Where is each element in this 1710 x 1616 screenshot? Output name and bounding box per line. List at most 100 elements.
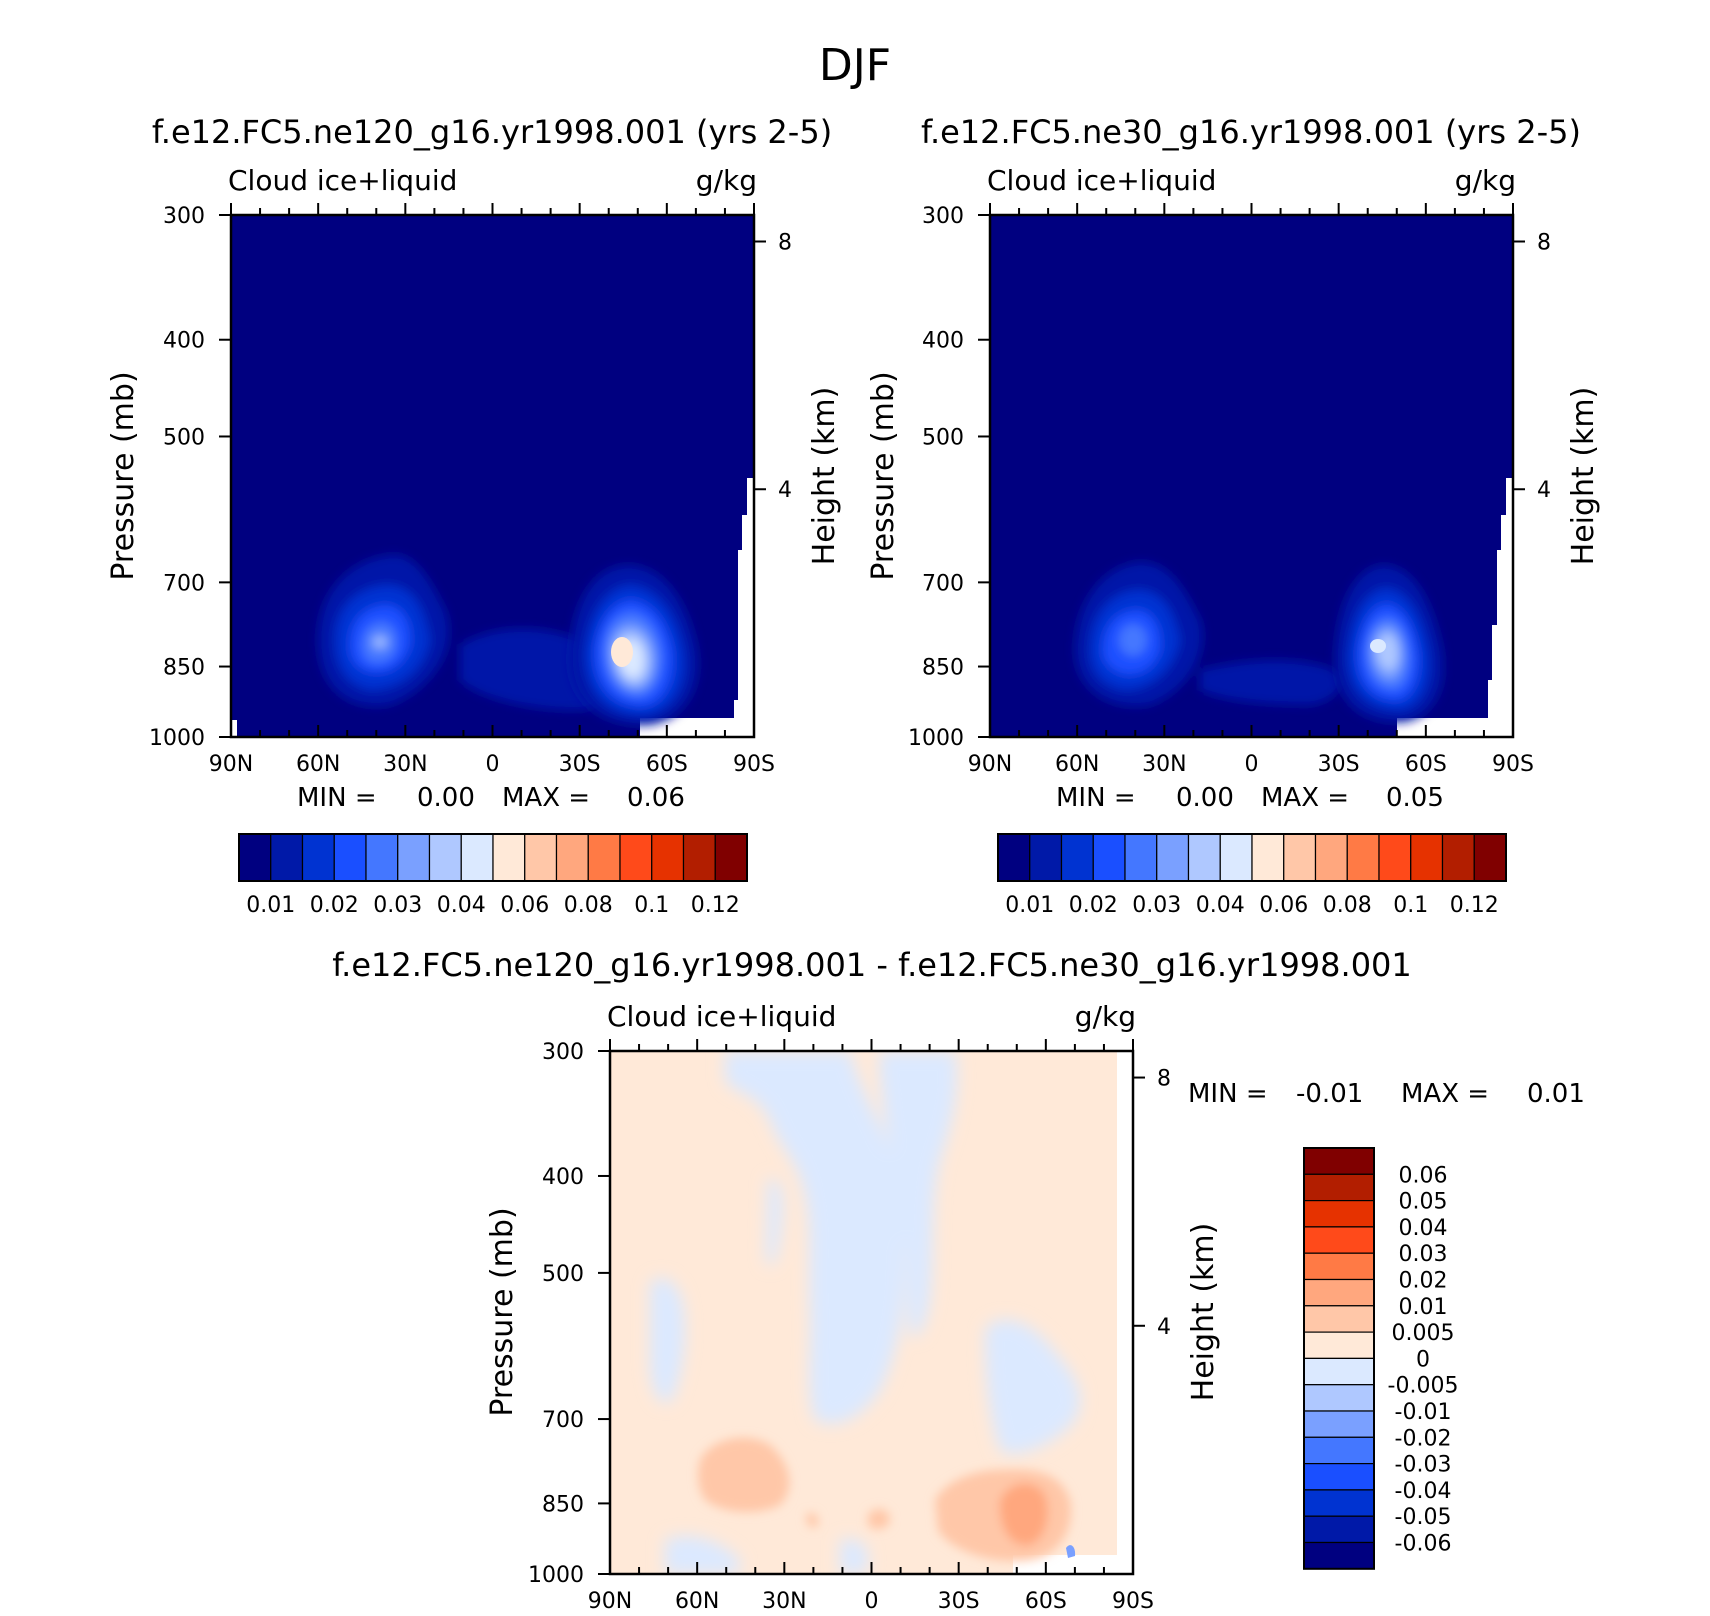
colorbar-box (1303, 1489, 1375, 1517)
colorbar-box (460, 833, 494, 882)
colorbar-tick-label: 0.01 (1005, 893, 1054, 918)
x-tick-label: 60S (1405, 752, 1447, 777)
panel-c-min-label: MIN = (1188, 1079, 1268, 1109)
colorbar-box (1346, 833, 1380, 882)
colorbar-box (1156, 833, 1190, 882)
colorbar-tick-label: -0.005 (1388, 1374, 1459, 1399)
y2-tick-label: 8 (778, 230, 792, 255)
panel-c-max-label: MAX = (1401, 1079, 1489, 1109)
x-tick-label: 90N (968, 752, 1012, 777)
panel-c-y-axis-label: Pressure (mb) (485, 1207, 520, 1416)
colorbar-box (997, 833, 1031, 882)
colorbar-box (301, 833, 335, 882)
panel-c-axes: 90N 60N 30N 0 30S 60S 90S 300 400 500 700 850 1000 8 4 (528, 1039, 1171, 1614)
x-tick-label: 60S (1025, 1589, 1067, 1614)
x-tick-label: 90N (588, 1589, 632, 1614)
colorbar-box (682, 833, 716, 882)
colorbar-box (1303, 1436, 1375, 1465)
colorbar-box (587, 833, 621, 882)
panel-a-max-value: 0.06 (627, 783, 685, 813)
colorbar-tick-label: 0.06 (500, 893, 549, 918)
colorbar-box (651, 833, 685, 882)
colorbar-tick-label: -0.03 (1395, 1453, 1452, 1478)
panel-b-min-value: 0.00 (1176, 783, 1234, 813)
colorbar-tick-label: 0.12 (1450, 893, 1499, 918)
y-tick-label: 700 (163, 571, 205, 596)
colorbar-tick-label: 0.08 (564, 893, 613, 918)
colorbar-box (428, 833, 462, 882)
colorbar-tick-label: 0.12 (691, 893, 740, 918)
colorbar-box (397, 833, 431, 882)
y-tick-label: 300 (542, 1040, 584, 1065)
colorbar-box (1410, 833, 1444, 882)
colorbar-box (1283, 833, 1317, 882)
panel-a-units-label: g/kg (696, 164, 757, 197)
colorbar-frame (997, 833, 1507, 882)
x-tick-label: 60S (646, 752, 688, 777)
x-tick-label: 60N (296, 752, 340, 777)
colorbar-frame (1303, 1147, 1375, 1570)
colorbar-box (333, 833, 367, 882)
y-tick-label: 700 (542, 1408, 584, 1433)
colorbar-box (1303, 1226, 1375, 1254)
y2-tick-label: 4 (778, 478, 792, 503)
y-tick-label: 400 (922, 329, 964, 354)
colorbar-box (524, 833, 558, 882)
panel-b-axes: 90N 60N 30N 0 30S 60S 90S 300 400 500 700 850 1000 8 4 (908, 203, 1551, 777)
panel-c-min-value: -0.01 (1296, 1079, 1363, 1109)
x-tick-label: 90S (733, 752, 775, 777)
colorbar-box (1303, 1147, 1375, 1175)
colorbar-tick-label: -0.05 (1395, 1505, 1452, 1530)
colorbar-box (492, 833, 526, 882)
colorbar-box (1303, 1252, 1375, 1281)
y-tick-label: 1000 (908, 726, 964, 751)
panel-b-contour-field (990, 215, 1513, 737)
y-tick-label: 1000 (149, 726, 205, 751)
x-tick-label: 30N (762, 1589, 806, 1614)
y-tick-label: 850 (542, 1492, 584, 1517)
x-tick-label: 0 (1245, 752, 1259, 777)
panel-a-contour-field (231, 215, 754, 737)
colorbar-tick-label: 0.01 (1399, 1295, 1448, 1320)
colorbar-tick-label: 0.04 (1399, 1216, 1448, 1241)
colorbar-box (714, 833, 748, 882)
colorbar-tick-label: 0.03 (373, 893, 422, 918)
colorbar-box (555, 833, 589, 882)
colorbar-tick-label: 0.02 (1399, 1269, 1448, 1294)
x-tick-label: 90S (1492, 752, 1534, 777)
panel-b-min-label: MIN = (1056, 783, 1136, 813)
panel-b-max-label: MAX = (1261, 783, 1349, 813)
colorbar-box (619, 833, 653, 882)
panel-a-min-label: MIN = (297, 783, 377, 813)
colorbar-tick-label: 0.01 (246, 893, 295, 918)
colorbar-box (1251, 833, 1285, 882)
panel-a-axes: 90N 60N 30N 0 30S 60S 90S 300 400 500 700 850 1000 8 4 (149, 203, 792, 777)
y-tick-label: 1000 (528, 1563, 584, 1588)
colorbar-box (1314, 833, 1348, 882)
y-tick-label: 400 (542, 1165, 584, 1190)
y-tick-label: 500 (542, 1262, 584, 1287)
colorbar-box (1303, 1384, 1375, 1412)
colorbar-box (1124, 833, 1158, 882)
x-tick-label: 60N (1055, 752, 1099, 777)
colorbar-box (1303, 1199, 1375, 1228)
colorbar-box (1060, 833, 1094, 882)
panel-c-title: f.e12.FC5.ne120_g16.yr1998.001 - f.e12.F… (332, 946, 1412, 984)
panel-a-y-axis-label: Pressure (mb) (106, 371, 141, 580)
x-tick-label: 0 (486, 752, 500, 777)
colorbar-tick-label: 0.1 (1393, 893, 1428, 918)
colorbar-box (1303, 1173, 1375, 1202)
colorbar-box (1303, 1515, 1375, 1544)
colorbar-tick-label: 0.05 (1399, 1190, 1448, 1215)
y-tick-label: 850 (163, 656, 205, 681)
panel-b-units-label: g/kg (1455, 164, 1516, 197)
colorbar-box (1303, 1410, 1375, 1438)
colorbar-tick-label: 0 (1416, 1347, 1430, 1372)
colorbar-tick-label: 0.1 (634, 893, 669, 918)
x-tick-label: 90S (1112, 1589, 1154, 1614)
y-tick-label: 300 (922, 204, 964, 229)
panel-c-max-value: 0.01 (1527, 1079, 1585, 1109)
colorbar-tick-label: -0.02 (1395, 1426, 1452, 1451)
colorbar-box (1303, 1331, 1375, 1359)
colorbar-tick-label: 0.02 (1069, 893, 1118, 918)
